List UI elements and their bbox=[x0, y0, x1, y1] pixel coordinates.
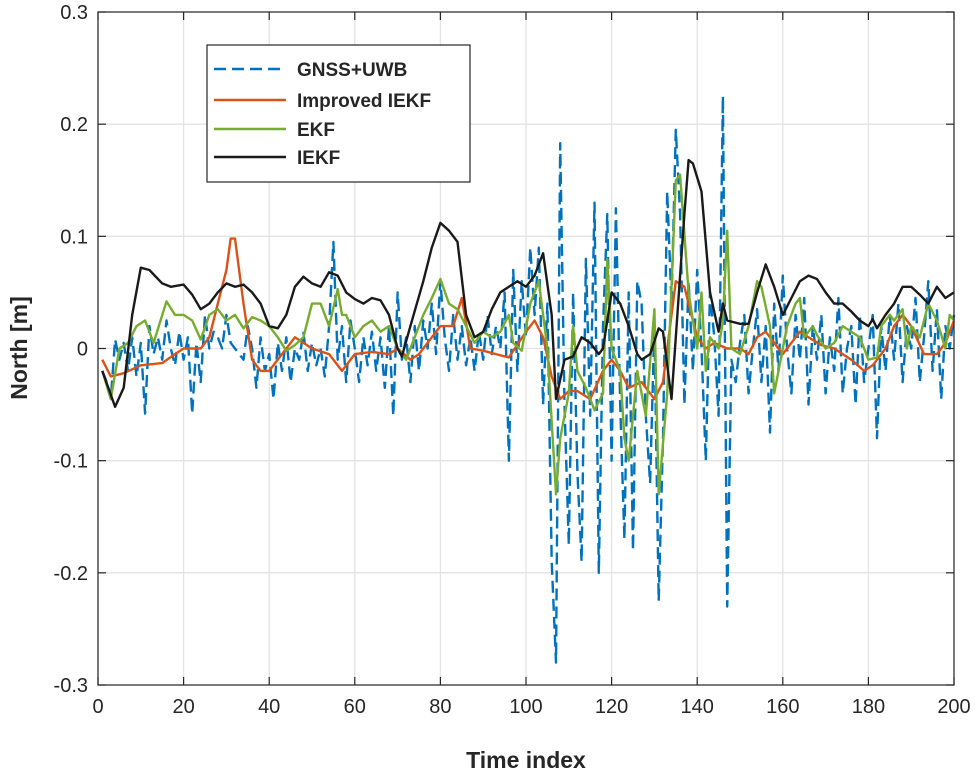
x-tick-label: 160 bbox=[766, 696, 799, 718]
x-tick-label: 60 bbox=[344, 696, 366, 718]
x-tick-label: 100 bbox=[509, 696, 542, 718]
legend-label: GNSS+UWB bbox=[297, 60, 407, 81]
y-tick-label: -0.2 bbox=[54, 563, 88, 585]
series-line-improved-iekf bbox=[101, 237, 956, 401]
y-tick-label: -0.1 bbox=[54, 451, 88, 473]
x-tick-label: 0 bbox=[92, 696, 103, 718]
x-tick-label: 20 bbox=[172, 696, 194, 718]
y-tick-label: 0.1 bbox=[60, 226, 88, 248]
legend-label: IEKF bbox=[297, 148, 340, 169]
x-tick-label: 120 bbox=[595, 696, 628, 718]
x-tick-label: 180 bbox=[852, 696, 885, 718]
series-group bbox=[101, 94, 956, 664]
x-tick-label: 40 bbox=[258, 696, 280, 718]
y-axis-label: North [m] bbox=[6, 296, 32, 399]
y-tick-label: 0.3 bbox=[60, 2, 88, 24]
x-tick-label: 200 bbox=[937, 696, 970, 718]
legend: GNSS+UWB Improved IEKF EKF IEKF bbox=[206, 44, 471, 183]
series-line-iekf bbox=[101, 158, 955, 408]
series-line-gnss-uwb bbox=[101, 94, 956, 664]
legend-label: Improved IEKF bbox=[297, 91, 431, 112]
x-tick-label: 80 bbox=[429, 696, 451, 718]
legend-label: EKF bbox=[297, 120, 335, 141]
y-tick-label: 0.2 bbox=[60, 114, 88, 136]
x-tick-label: 140 bbox=[681, 696, 714, 718]
x-axis-label: Time index bbox=[466, 747, 586, 773]
y-tick-label: 0 bbox=[77, 339, 88, 361]
axes-box bbox=[97, 11, 955, 686]
y-tick-label: -0.3 bbox=[54, 675, 88, 697]
axes: 0 20 40 60 80 100 120 140 160 180 200 -0.3 -0.2 -0.1 0… bbox=[54, 2, 971, 718]
